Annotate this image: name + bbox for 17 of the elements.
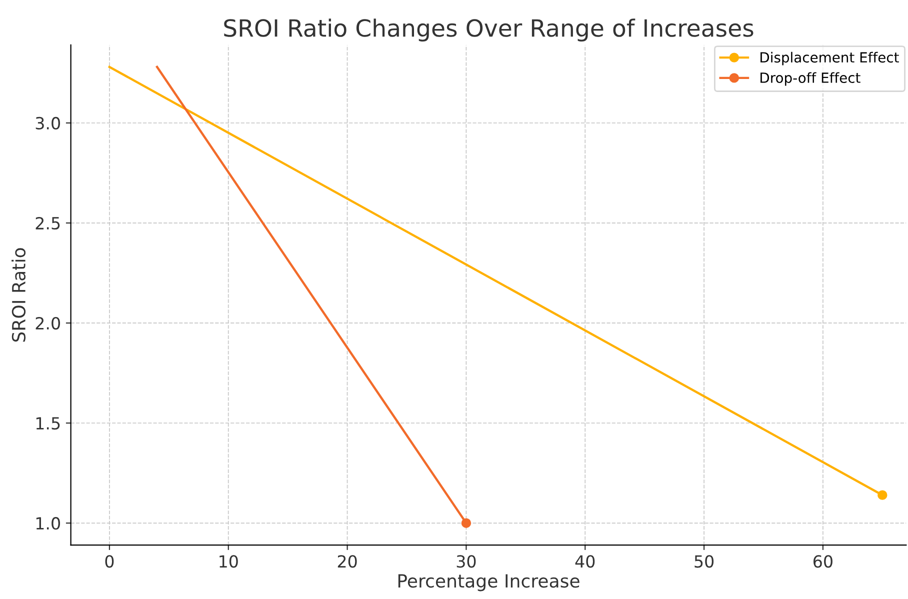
x-tick-label: 60 (814, 555, 832, 568)
y-tick-label: 1.5 (36, 417, 60, 430)
legend-label: Drop-off Effect (760, 72, 860, 86)
x-tick-label: 20 (338, 555, 357, 568)
y-tick-label: 3.0 (36, 116, 60, 130)
x-axis-title: Percentage Increase (398, 574, 580, 592)
y-tick-label: 1.0 (36, 517, 60, 530)
y-tick-label: 2.5 (36, 216, 60, 230)
y-tick-label: 2.0 (36, 316, 60, 330)
x-tick-label: 0 (105, 555, 114, 568)
x-tick-label: 30 (456, 555, 476, 568)
y-axis-title: SROI Ratio (12, 248, 26, 342)
legend-label: Displacement Effect (760, 52, 899, 66)
chart-title: SROI Ratio Changes Over Range of Increases (224, 18, 754, 42)
x-tick-label: 50 (694, 555, 714, 568)
x-tick-label: 10 (220, 555, 238, 568)
x-tick-label: 40 (575, 555, 595, 568)
